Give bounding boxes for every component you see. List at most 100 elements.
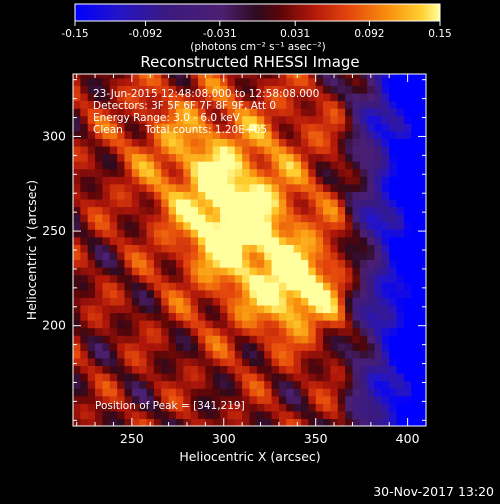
heatmap-cell	[212, 350, 221, 359]
heatmap-cell	[352, 373, 361, 382]
heatmap-cell	[286, 274, 295, 283]
heatmap-cell	[131, 373, 140, 382]
heatmap-cell	[80, 410, 89, 420]
heatmap-cell	[161, 274, 170, 283]
heatmap-cell	[264, 267, 273, 276]
heatmap-cell	[190, 342, 199, 351]
heatmap-cell	[109, 251, 118, 261]
heatmap-cell	[109, 335, 118, 344]
heatmap-cell	[234, 395, 243, 404]
heatmap-cell	[337, 74, 346, 79]
heatmap-cell	[227, 274, 236, 283]
heatmap-cell	[278, 92, 287, 102]
heatmap-cell	[95, 108, 104, 117]
heatmap-cell	[168, 168, 177, 177]
heatmap-cell	[109, 206, 118, 215]
heatmap-cell	[271, 206, 280, 215]
heatmap-cell	[264, 74, 273, 79]
heatmap-cell	[124, 282, 133, 291]
heatmap-cell	[95, 410, 104, 420]
heatmap-cell	[352, 115, 361, 124]
heatmap-cell	[374, 161, 383, 170]
heatmap-cell	[278, 365, 287, 374]
heatmap-cell	[345, 304, 354, 314]
heatmap-cell	[330, 373, 339, 382]
heatmap-cell	[227, 77, 236, 86]
heatmap-cell	[205, 267, 214, 276]
heatmap-cell	[330, 145, 339, 155]
heatmap-cell	[345, 236, 354, 245]
heatmap-cell	[190, 191, 199, 200]
heatmap-cell	[330, 312, 339, 321]
heatmap-cell	[367, 92, 376, 102]
heatmap-cell	[117, 267, 126, 276]
heatmap-cell	[359, 327, 368, 336]
heatmap-cell	[418, 183, 426, 192]
heatmap-cell	[242, 320, 251, 329]
heatmap-cell	[315, 259, 324, 268]
heatmap-cell	[271, 145, 280, 155]
heatmap-cell	[323, 183, 331, 192]
heatmap-cell	[286, 138, 295, 147]
heatmap-cell	[300, 312, 309, 321]
heatmap-cell	[168, 335, 177, 344]
heatmap-cell	[109, 236, 118, 245]
heatmap-cell	[278, 395, 287, 404]
heatmap-cell	[352, 214, 361, 223]
heatmap-cell	[271, 304, 280, 314]
heatmap-cell	[161, 320, 170, 329]
heatmap-cell	[323, 357, 331, 367]
y-tick-label: 300	[42, 128, 66, 143]
heatmap-cell	[337, 327, 346, 336]
heatmap-cell	[190, 282, 199, 291]
heatmap-cell	[374, 388, 383, 397]
heatmap-cell	[205, 191, 214, 200]
heatmap-cell	[308, 274, 317, 283]
heatmap-cell	[102, 74, 111, 79]
heatmap-cell	[249, 161, 258, 170]
heatmap-cell	[352, 365, 361, 374]
heatmap-cell	[212, 221, 221, 230]
heatmap-cell	[278, 176, 287, 185]
heatmap-cell	[109, 108, 118, 117]
heatmap-cell	[418, 244, 426, 253]
heatmap-cell	[352, 145, 361, 155]
heatmap-cell	[337, 320, 346, 329]
heatmap-cell	[315, 395, 324, 404]
heatmap-cell	[308, 244, 317, 253]
heatmap-cell	[411, 365, 420, 374]
heatmap-cell	[205, 388, 214, 397]
heatmap-cell	[95, 138, 104, 147]
heatmap-cell	[205, 312, 214, 321]
heatmap-cell	[330, 153, 339, 162]
heatmap-cell	[374, 418, 383, 426]
heatmap-cell	[73, 335, 81, 344]
heatmap-cell	[330, 335, 339, 344]
heatmap-cell	[323, 168, 331, 177]
heatmap-cell	[256, 138, 265, 147]
heatmap-cell	[131, 115, 140, 124]
heatmap-cell	[161, 229, 170, 238]
heatmap-cell	[73, 77, 81, 86]
heatmap-cell	[95, 85, 104, 94]
heatmap-cell	[286, 77, 295, 86]
heatmap-cell	[359, 410, 368, 420]
heatmap-cell	[139, 198, 148, 208]
heatmap-cell	[345, 123, 354, 132]
heatmap-cell	[102, 153, 111, 162]
heatmap-cell	[308, 214, 317, 223]
heatmap-cell	[389, 251, 398, 261]
heatmap-cell	[146, 403, 155, 412]
heatmap-cell	[403, 145, 412, 155]
heatmap-cell	[418, 380, 426, 389]
heatmap-cell	[337, 85, 346, 94]
heatmap-cell	[124, 304, 133, 314]
heatmap-cell	[139, 214, 148, 223]
heatmap-cell	[411, 77, 420, 86]
heatmap-cell	[330, 198, 339, 208]
heatmap-cell	[234, 206, 243, 215]
heatmap-cell	[323, 289, 331, 298]
heatmap-cell	[80, 183, 89, 192]
heatmap-cell	[411, 198, 420, 208]
heatmap-cell	[300, 373, 309, 382]
